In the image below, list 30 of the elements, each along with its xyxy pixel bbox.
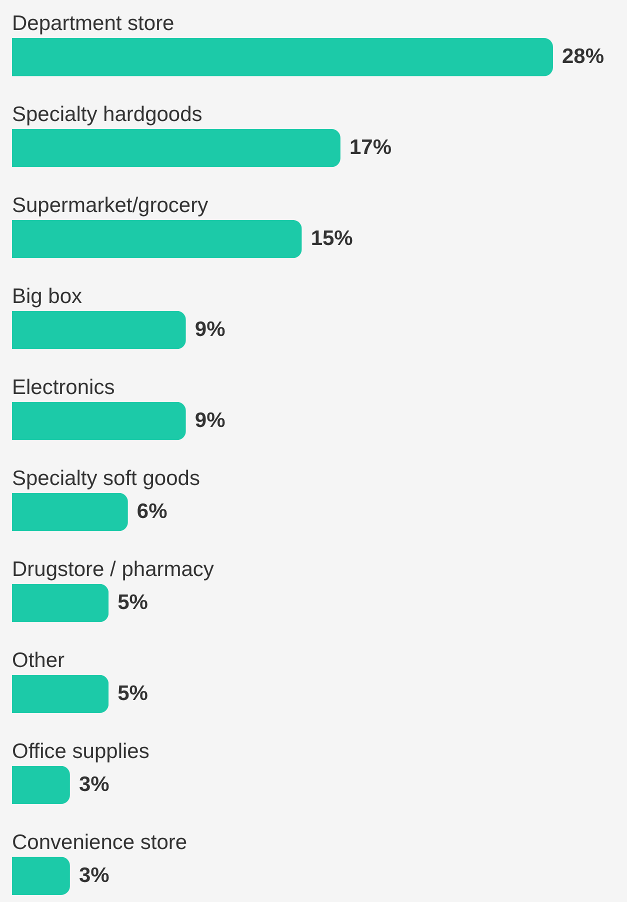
y-tick-label: Electronics xyxy=(12,376,115,400)
y-tick-label: Big box xyxy=(12,285,83,308)
bar xyxy=(12,310,186,350)
data-label: 15% xyxy=(310,227,354,250)
data-label: 17% xyxy=(349,136,392,160)
y-tick-label: Supermarket/grocery xyxy=(12,194,209,218)
data-label: 3% xyxy=(78,864,110,887)
y-tick-label: Specialty soft goods xyxy=(12,466,200,490)
y-tick-label: Department store xyxy=(12,12,174,36)
data-label: 3% xyxy=(78,772,110,796)
data-label: 9% xyxy=(194,318,226,342)
y-tick-label: Drugstore / pharmacy xyxy=(12,558,214,581)
y-tick-label: Convenience store xyxy=(12,830,188,854)
bar xyxy=(12,220,302,258)
y-tick-label: Office supplies xyxy=(12,740,150,763)
bar xyxy=(12,402,186,440)
bar xyxy=(12,674,109,714)
bar xyxy=(12,766,70,804)
y-tick-label: Other xyxy=(12,648,65,672)
data-label: 28% xyxy=(562,45,604,68)
bar xyxy=(12,128,340,168)
data-label: 5% xyxy=(118,590,148,614)
bar xyxy=(12,856,70,895)
y-tick-label: Specialty hardgoods xyxy=(12,103,202,126)
data-label: 5% xyxy=(118,682,148,705)
data-label: 6% xyxy=(136,500,168,523)
bar xyxy=(12,38,553,76)
bar xyxy=(12,584,109,622)
bar xyxy=(12,492,128,532)
data-label: 9% xyxy=(194,409,226,432)
